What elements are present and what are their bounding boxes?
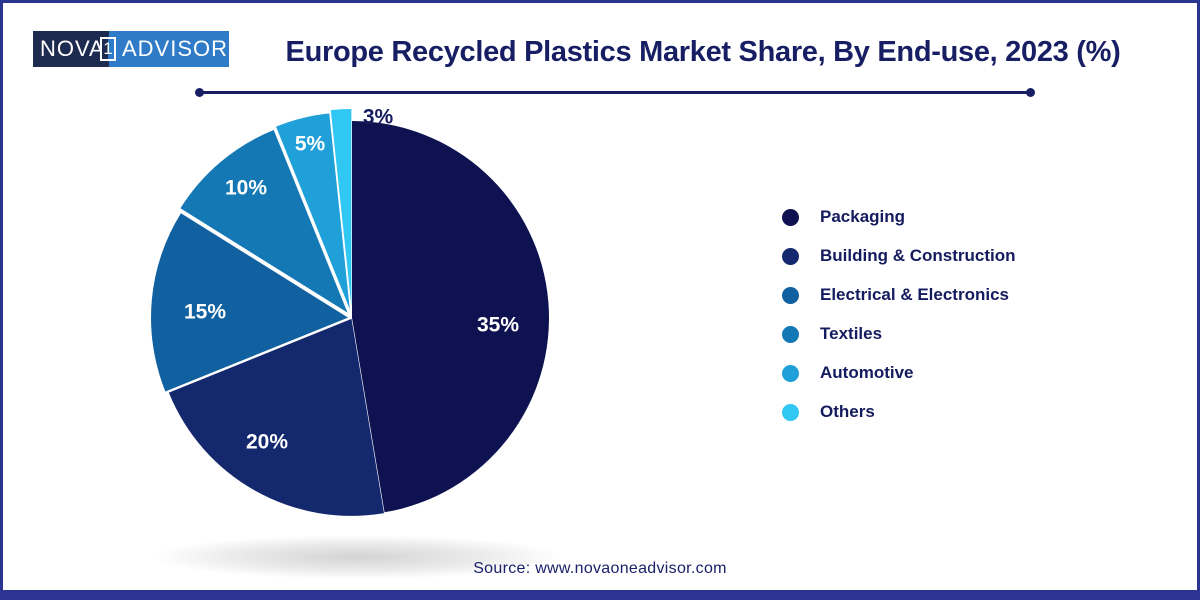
pie-slice-automotive bbox=[276, 113, 350, 310]
legend-item-building-construction: Building & Construction bbox=[782, 246, 1016, 265]
legend-item-textiles: Textiles bbox=[782, 324, 1015, 343]
chart-title: Europe Recycled Plastics Market Share, B… bbox=[285, 36, 1121, 68]
legend-swatch-automotive bbox=[782, 364, 799, 382]
legend-label-others: Others bbox=[820, 402, 875, 421]
logo-left-segment: NOVA bbox=[33, 31, 109, 67]
legend-swatch-textiles bbox=[782, 325, 799, 343]
legend-label-building-construction: Building & Construction bbox=[820, 246, 1016, 265]
pie-slice-packaging bbox=[352, 121, 549, 513]
slice-value-label-packaging: 35% bbox=[477, 314, 519, 337]
legend-swatch-packaging bbox=[782, 208, 799, 226]
pie-slice-building-construction bbox=[168, 318, 385, 516]
divider-left-dot bbox=[195, 88, 204, 97]
pie-slice-textiles bbox=[180, 129, 348, 313]
source-text: Source: www.novaoneadvisor.com bbox=[473, 560, 727, 577]
legend-label-packaging: Packaging bbox=[820, 207, 906, 226]
logo-text-advisor: ADVISOR bbox=[122, 36, 229, 61]
legend-item-packaging: Packaging bbox=[782, 207, 1015, 226]
legend-swatch-electrical-electronics bbox=[782, 286, 799, 304]
logo-text-nova: NOVA bbox=[40, 36, 105, 61]
legend-item-automotive: Automotive bbox=[782, 363, 1015, 382]
pie-slice-electrical-electronics bbox=[151, 213, 349, 392]
legend-item-electrical-electronics: Electrical & Electronics bbox=[782, 285, 1015, 304]
slice-value-label-others: 3% bbox=[363, 106, 394, 129]
pie-slice-others bbox=[330, 109, 352, 307]
slice-value-label-textiles: 10% bbox=[225, 177, 267, 200]
chart-legend: Packaging Building & Construction Electric… bbox=[782, 207, 1016, 421]
title-divider-line bbox=[195, 88, 1035, 97]
slice-value-label-electrical-electronics: 15% bbox=[184, 301, 226, 324]
pie-shadow bbox=[153, 535, 563, 579]
pie-chart: 35% 20% 15% 10% 5% 3% bbox=[151, 106, 563, 579]
bottom-accent-bar bbox=[3, 590, 1197, 597]
legend-label-automotive: Automotive bbox=[820, 363, 914, 382]
logo-right-segment: ADVISOR bbox=[109, 31, 229, 67]
legend-item-others: Others bbox=[782, 402, 1015, 421]
slice-value-label-automotive: 5% bbox=[295, 133, 326, 156]
legend-swatch-others bbox=[782, 403, 799, 421]
nova-one-advisor-logo: NOVA ADVISOR 1 bbox=[33, 31, 229, 67]
logo-digit-one: 1 bbox=[100, 37, 116, 61]
legend-label-textiles: Textiles bbox=[820, 324, 883, 343]
divider-right-dot bbox=[1026, 88, 1035, 97]
legend-label-electrical-electronics: Electrical & Electronics bbox=[820, 285, 1009, 304]
legend-swatch-building-construction bbox=[782, 247, 799, 265]
slice-value-label-building-construction: 20% bbox=[246, 431, 288, 454]
